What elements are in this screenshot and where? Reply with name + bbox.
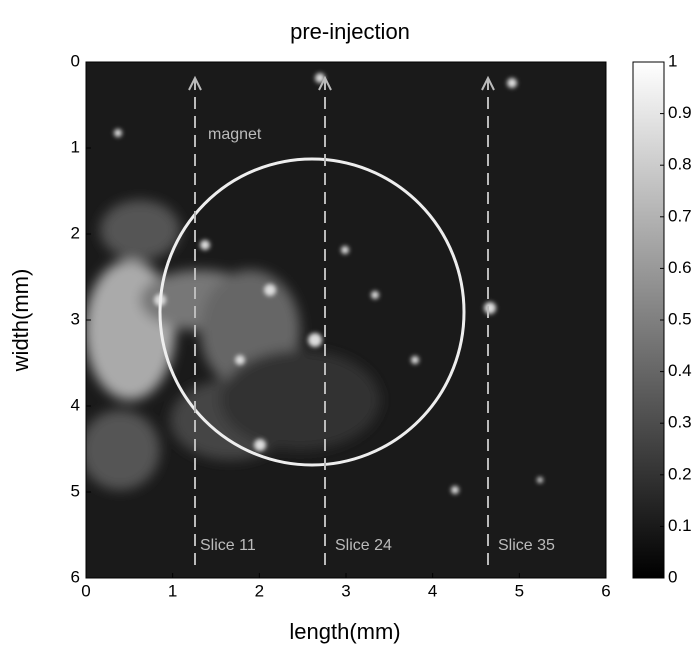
- x-axis-label: length(mm): [289, 619, 400, 644]
- y-tick-label: 1: [71, 137, 80, 156]
- colorbar: [632, 61, 665, 579]
- annotation: magnet: [208, 126, 262, 143]
- colorbar-tick-label: 0.5: [668, 309, 692, 328]
- y-tick-label: 5: [71, 481, 80, 500]
- x-tick-label: 1: [168, 581, 177, 600]
- y-axis-label: width(mm): [8, 269, 33, 373]
- annotation: Slice 35: [498, 537, 555, 554]
- annotation: Slice 24: [335, 537, 392, 554]
- colorbar-tick-label: 0.7: [668, 206, 692, 225]
- y-tick-label: 6: [71, 567, 80, 586]
- slice-arrowhead: [481, 75, 495, 91]
- y-tick-label: 0: [71, 51, 80, 70]
- slice-arrowhead: [188, 75, 202, 91]
- colorbar-tick-label: 0: [668, 567, 677, 586]
- x-tick-label: 0: [81, 581, 90, 600]
- x-tick-label: 6: [601, 581, 610, 600]
- colorbar-tick-label: 1: [668, 51, 677, 70]
- colorbar-tick-label: 0.6: [668, 258, 692, 277]
- annotation: Slice 11: [200, 537, 256, 554]
- colorbar-tick-label: 0.1: [668, 516, 692, 535]
- colorbar-tick-label: 0.8: [668, 155, 692, 174]
- colorbar-tick-label: 0.3: [668, 413, 692, 432]
- y-tick-label: 3: [71, 309, 80, 328]
- x-tick-label: 5: [515, 581, 524, 600]
- y-tick-label: 4: [71, 395, 80, 414]
- x-tick-label: 3: [341, 581, 350, 600]
- chart-title: pre-injection: [290, 19, 410, 44]
- colorbar-tick-label: 0.4: [668, 361, 692, 380]
- slice-arrowhead: [318, 75, 332, 91]
- x-tick-label: 4: [428, 581, 437, 600]
- slice-arrows: [188, 75, 495, 565]
- colorbar-tick-label: 0.2: [668, 464, 692, 483]
- colorbar-tick-label: 0.9: [668, 103, 692, 122]
- y-tick-label: 2: [71, 223, 80, 242]
- x-tick-label: 2: [255, 581, 264, 600]
- heatmap-image: [86, 62, 606, 578]
